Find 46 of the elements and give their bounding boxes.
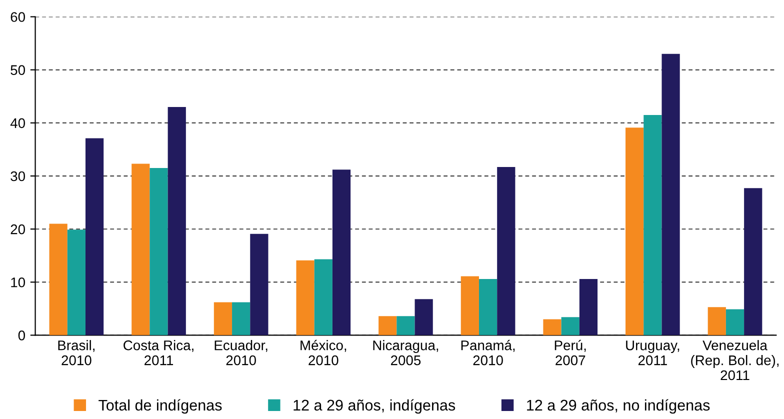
bar xyxy=(214,302,232,336)
bar xyxy=(497,166,516,336)
bar xyxy=(132,164,150,336)
x-tick-label: México, 2010 xyxy=(300,340,346,366)
legend-label: 12 a 29 años, no indígenas xyxy=(527,399,710,414)
bar xyxy=(579,278,598,336)
bar xyxy=(543,319,562,336)
y-tick-label: 60 xyxy=(10,12,26,22)
bar xyxy=(314,259,332,336)
bar xyxy=(744,188,762,336)
bar xyxy=(168,106,186,336)
bar xyxy=(85,138,104,336)
y-tick-label: 0 xyxy=(18,330,26,340)
x-tick-label: Brasil, 2010 xyxy=(58,340,94,366)
x-tick-label: Venezuela (Rep. Bol. de), 2011 xyxy=(691,340,779,380)
bar xyxy=(478,278,498,336)
bar xyxy=(378,316,397,336)
bar xyxy=(414,299,433,336)
x-tick-label: Panamá, 2010 xyxy=(461,340,515,366)
x-tick-label: Perú, 2007 xyxy=(554,340,586,366)
bar xyxy=(644,114,662,336)
bar xyxy=(396,316,415,336)
x-tick-label: Nicaragua, 2005 xyxy=(373,340,438,366)
bar xyxy=(150,168,168,336)
y-tick-label: 10 xyxy=(11,277,26,288)
y-tick-label: 30 xyxy=(10,171,26,182)
bar xyxy=(626,128,644,336)
bar xyxy=(250,234,268,336)
bar xyxy=(561,317,580,336)
bar xyxy=(708,307,726,336)
bar xyxy=(460,276,479,336)
bar xyxy=(726,309,744,336)
y-tick-label: 50 xyxy=(10,65,26,76)
legend-label: Total de indígenas xyxy=(98,399,222,414)
bar xyxy=(49,224,68,336)
x-tick-label: Ecuador, 2010 xyxy=(214,340,268,366)
legend-label: 12 a 29 años, indígenas xyxy=(294,399,456,414)
bar xyxy=(332,170,351,336)
bar xyxy=(232,302,250,336)
x-tick-label: Uruguay, 2011 xyxy=(626,340,680,366)
x-tick-label: Costa Rica, 2011 xyxy=(124,340,194,366)
bar xyxy=(67,230,86,336)
bar xyxy=(296,260,314,336)
y-tick-label: 40 xyxy=(10,118,26,128)
y-tick-label: 20 xyxy=(10,224,26,234)
bar xyxy=(662,54,680,336)
